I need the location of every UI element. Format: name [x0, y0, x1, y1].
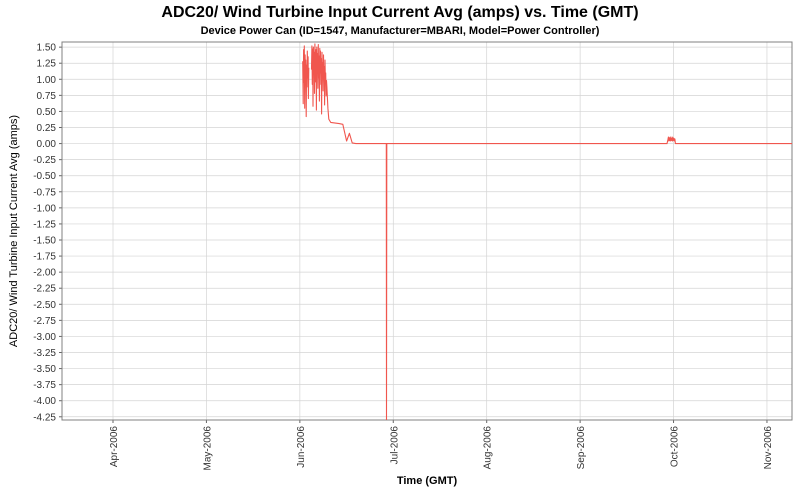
y-tick-label: 1.25	[37, 59, 57, 70]
y-tick-label: -3.00	[33, 332, 56, 343]
y-tick-label: -1.50	[33, 236, 56, 247]
y-axis-label: ADC20/ Wind Turbine Input Current Avg (a…	[8, 114, 20, 348]
y-tick-label: -0.50	[33, 171, 56, 182]
series-line	[302, 45, 310, 118]
y-tick-label: 0.50	[37, 107, 57, 118]
x-axis-label: Time (GMT)	[396, 475, 458, 487]
y-tick-label: -3.50	[33, 364, 56, 375]
y-tick-label: -4.00	[33, 396, 56, 407]
y-tick-label: 0.75	[37, 91, 57, 102]
x-tick-label: Oct-2006	[670, 426, 681, 468]
chart-subtitle: Device Power Can (ID=1547, Manufacturer=…	[200, 25, 600, 37]
y-tick-label: 0.25	[37, 123, 57, 134]
series-line	[310, 43, 792, 420]
y-tick-label: -0.75	[33, 187, 56, 198]
chart-title: ADC20/ Wind Turbine Input Current Avg (a…	[161, 4, 639, 21]
x-tick-label: Nov-2006	[763, 426, 774, 470]
y-tick-label: -2.00	[33, 268, 56, 279]
y-tick-label: -1.25	[33, 219, 56, 230]
y-tick-label: -1.00	[33, 203, 56, 214]
plot-border	[61, 41, 793, 421]
x-tick-label: Sep-2006	[576, 426, 587, 470]
y-tick-label: 1.00	[37, 75, 57, 86]
y-tick-label: -3.25	[33, 348, 56, 359]
plot-background	[62, 42, 792, 420]
y-tick-label: -2.25	[33, 284, 56, 295]
y-tick-label: -0.25	[33, 155, 56, 166]
x-tick-label: Aug-2006	[483, 426, 494, 470]
y-tick-label: 0.00	[37, 139, 57, 150]
y-tick-label: -2.75	[33, 316, 56, 327]
x-tick-label: May-2006	[202, 426, 213, 471]
x-tick-label: Jul-2006	[389, 426, 400, 465]
y-tick-label: 1.50	[37, 43, 57, 54]
y-tick-label: -2.50	[33, 300, 56, 311]
y-tick-label: -3.75	[33, 380, 56, 391]
x-tick-label: Jun-2006	[296, 426, 307, 468]
x-tick-label: Apr-2006	[109, 426, 120, 468]
y-tick-label: -4.25	[33, 412, 56, 423]
y-tick-label: -1.75	[33, 252, 56, 263]
